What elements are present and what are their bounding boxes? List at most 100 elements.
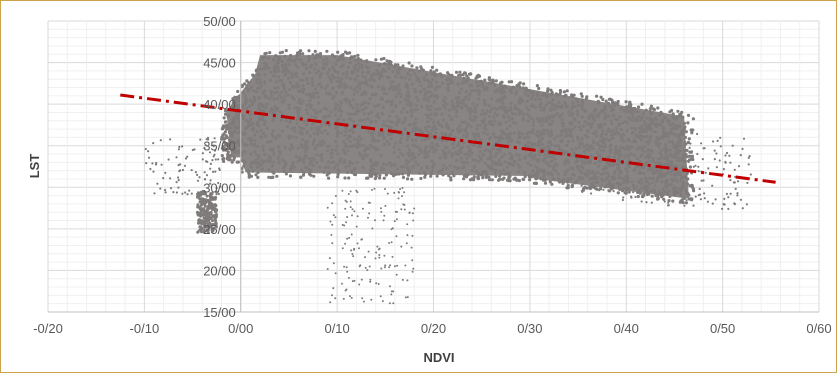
scatter-point bbox=[196, 195, 200, 199]
scatter-point bbox=[400, 208, 403, 211]
scatter-point bbox=[585, 95, 589, 99]
scatter-point bbox=[169, 177, 172, 180]
scatter-point bbox=[378, 173, 382, 177]
scatter-point bbox=[205, 194, 209, 198]
scatter-point bbox=[211, 208, 215, 212]
scatter-point bbox=[685, 199, 688, 202]
scatter-point bbox=[570, 183, 575, 187]
scatter-point bbox=[227, 153, 231, 157]
scatter-point bbox=[214, 203, 218, 207]
scatter-point bbox=[378, 254, 381, 256]
scatter-point bbox=[370, 298, 373, 301]
scatter-point bbox=[186, 155, 189, 158]
scatter-point bbox=[572, 93, 576, 97]
scatter-point bbox=[692, 189, 696, 193]
scatter-point bbox=[668, 161, 671, 164]
scatter-point bbox=[406, 177, 410, 181]
scatter-point bbox=[624, 100, 628, 104]
scatter-point bbox=[419, 176, 423, 181]
scatter-point bbox=[197, 221, 200, 225]
scatter-point bbox=[747, 163, 750, 166]
scatter-point bbox=[645, 201, 648, 204]
x-tick-label: 0/00 bbox=[228, 321, 253, 336]
scatter-point bbox=[631, 180, 635, 183]
scatter-point bbox=[368, 265, 371, 268]
scatter-point bbox=[586, 168, 589, 172]
scatter-point bbox=[198, 197, 202, 201]
scatter-point bbox=[491, 80, 495, 84]
scatter-point bbox=[685, 148, 689, 152]
scatter-point bbox=[718, 159, 721, 162]
scatter-point bbox=[696, 132, 699, 136]
scatter-point bbox=[199, 209, 203, 213]
y-tick-label: 20/00 bbox=[203, 263, 236, 278]
scatter-point bbox=[642, 180, 645, 183]
scatter-point bbox=[697, 194, 700, 197]
scatter-point bbox=[643, 140, 646, 143]
scatter-point bbox=[388, 242, 391, 244]
scatter-point bbox=[623, 181, 626, 184]
scatter-point bbox=[646, 140, 649, 143]
scatter-point bbox=[746, 181, 749, 184]
scatter-point bbox=[361, 297, 364, 300]
scatter-point bbox=[211, 159, 214, 162]
scatter-point bbox=[356, 242, 359, 245]
scatter-point bbox=[309, 173, 313, 177]
scatter-point bbox=[198, 176, 201, 179]
scatter-point bbox=[463, 71, 467, 75]
scatter-point bbox=[651, 178, 655, 181]
scatter-point bbox=[352, 255, 355, 258]
scatter-point bbox=[209, 182, 212, 185]
scatter-point bbox=[223, 112, 228, 116]
scatter-point bbox=[147, 150, 150, 153]
scatter-point bbox=[391, 227, 394, 230]
scatter-point bbox=[619, 151, 622, 154]
scatter-point bbox=[169, 187, 173, 190]
scatter-point bbox=[196, 191, 200, 195]
scatter-point bbox=[601, 179, 604, 182]
scatter-point bbox=[181, 192, 184, 195]
scatter-point bbox=[537, 86, 541, 91]
scatter-point bbox=[343, 265, 346, 268]
scatter-point bbox=[618, 177, 621, 180]
scatter-point bbox=[561, 181, 565, 185]
scatter-point bbox=[719, 136, 722, 139]
scatter-point bbox=[487, 175, 491, 179]
scatter-point bbox=[349, 200, 352, 203]
scatter-point bbox=[454, 70, 459, 74]
scatter-point bbox=[275, 174, 279, 178]
scatter-point bbox=[201, 202, 205, 206]
scatter-point bbox=[203, 178, 206, 181]
scatter-point bbox=[159, 187, 162, 190]
scatter-point bbox=[714, 198, 717, 201]
x-axis-title: NDVI bbox=[423, 350, 454, 365]
scatter-point bbox=[393, 191, 396, 194]
scatter-point bbox=[203, 171, 206, 174]
scatter-point bbox=[667, 201, 670, 204]
scatter-point bbox=[470, 177, 474, 181]
scatter-point bbox=[636, 105, 641, 109]
scatter-point bbox=[734, 175, 737, 178]
scatter-point bbox=[689, 142, 692, 145]
scatter-point bbox=[633, 169, 636, 172]
scatter-point bbox=[164, 171, 167, 174]
scatter-point bbox=[727, 196, 730, 199]
scatter-point bbox=[214, 158, 217, 161]
scatter-point bbox=[152, 170, 155, 173]
scatter-point bbox=[698, 187, 701, 191]
axes bbox=[48, 21, 819, 313]
scatter-point bbox=[724, 160, 727, 164]
scatter-point bbox=[594, 177, 598, 181]
scatter-point bbox=[692, 165, 695, 168]
scatter-point bbox=[597, 171, 601, 174]
scatter-point bbox=[151, 162, 154, 165]
scatter-point bbox=[411, 234, 414, 237]
scatter-point bbox=[688, 146, 691, 149]
scatter-point bbox=[737, 165, 741, 168]
scatter-point bbox=[200, 221, 204, 224]
scatter-point bbox=[392, 302, 395, 305]
scatter-point bbox=[618, 172, 621, 175]
scatter-point bbox=[747, 156, 750, 159]
scatter-point bbox=[382, 176, 386, 180]
scatter-point bbox=[341, 247, 344, 250]
